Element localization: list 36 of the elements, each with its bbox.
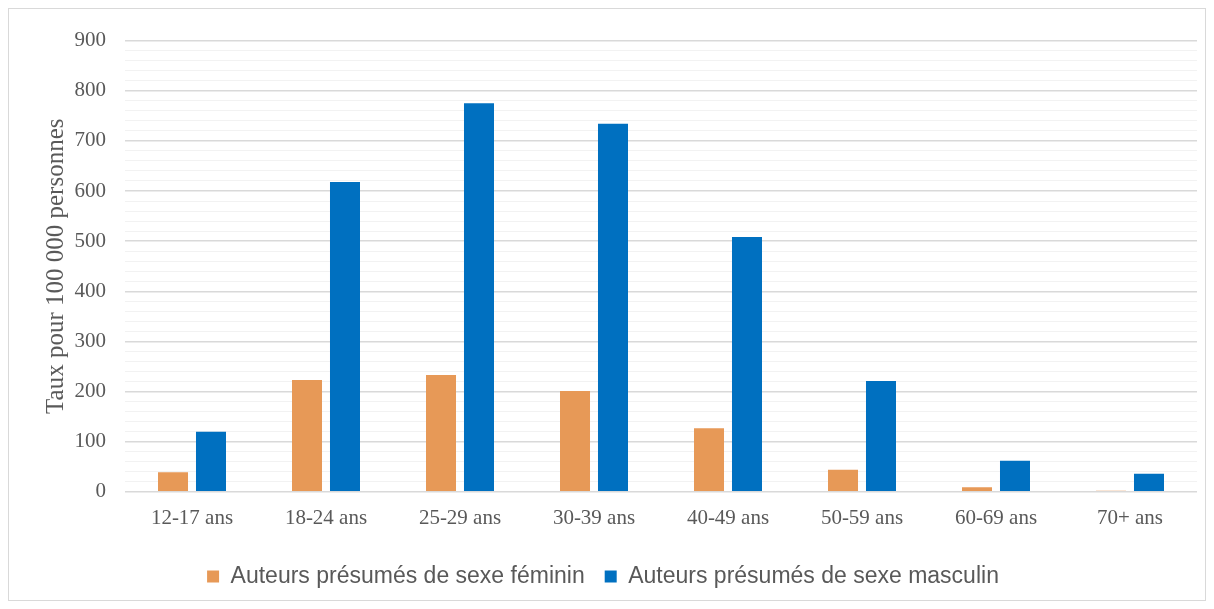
y-tick-label: 700 xyxy=(74,127,106,152)
bar xyxy=(292,380,323,492)
y-tick-label: 0 xyxy=(95,478,106,503)
y-tick-label: 400 xyxy=(74,277,106,302)
legend-label: Auteurs présumés de sexe masculin xyxy=(628,561,999,588)
bar xyxy=(865,381,896,492)
bar xyxy=(828,469,859,492)
x-tick-label: 30-39 ans xyxy=(552,504,636,529)
bar xyxy=(195,431,226,492)
bar xyxy=(999,460,1030,492)
bar xyxy=(426,374,457,492)
y-tick-label: 900 xyxy=(74,27,106,52)
bar xyxy=(731,237,762,492)
y-tick-label: 800 xyxy=(74,77,106,102)
x-tick-label: 70+ ans xyxy=(1096,504,1164,529)
x-tick-label: 50-59 ans xyxy=(820,504,904,529)
y-tick-label: 500 xyxy=(74,227,106,252)
bar xyxy=(694,428,725,492)
y-tick-label: 100 xyxy=(74,428,106,453)
bar xyxy=(560,391,591,492)
bar xyxy=(1133,473,1164,492)
y-tick-label: 200 xyxy=(74,378,106,403)
y-tick-label: 300 xyxy=(74,327,106,352)
y-tick-label: 600 xyxy=(74,177,106,202)
legend-label: Auteurs présumés de sexe féminin xyxy=(230,561,585,588)
bar xyxy=(463,103,494,492)
x-tick-label: 12-17 ans xyxy=(150,504,234,529)
x-tick-label: 25-29 ans xyxy=(418,504,502,529)
x-tick-label: 40-49 ans xyxy=(686,504,770,529)
bar xyxy=(158,472,189,492)
x-tick-label: 60-69 ans xyxy=(954,504,1038,529)
bar xyxy=(597,123,628,492)
y-axis-title: Taux pour 100 000 personnes xyxy=(40,118,68,414)
bar xyxy=(329,181,360,492)
x-tick-label: 18-24 ans xyxy=(284,504,368,529)
bar xyxy=(962,487,993,492)
